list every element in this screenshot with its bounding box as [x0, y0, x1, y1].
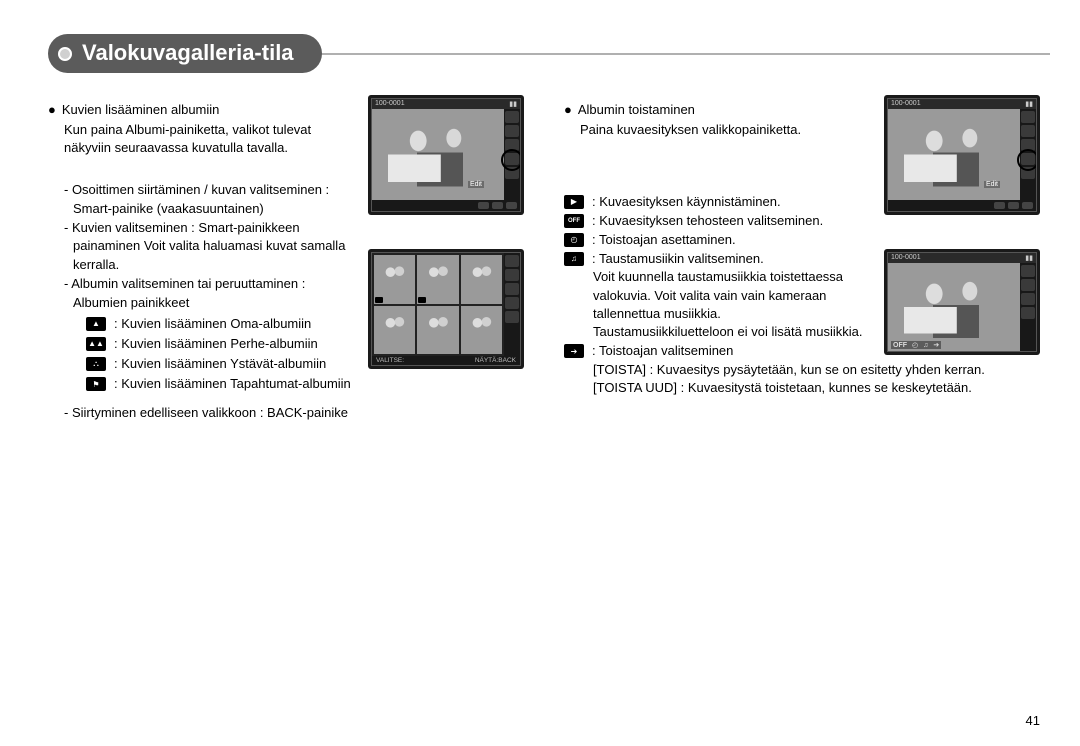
side-icon [505, 153, 519, 165]
page-title: Valokuvagalleria-tila [82, 40, 294, 65]
battery-icon: ▮▮ [1025, 254, 1033, 262]
lcd-file-label: 100-0001 [375, 100, 405, 108]
side-icon [505, 111, 519, 123]
wedding-photo [888, 263, 1020, 351]
title-bar: Valokuvagalleria-tila [48, 34, 1050, 73]
camera-screenshot-play: 100-0001 ▮▮ Edit [884, 95, 1040, 215]
edit-label: Edit [468, 181, 484, 188]
bottom-icon [506, 202, 517, 209]
play-icon: ▶ [564, 195, 584, 209]
repeat-label: : Toistoajan valitseminen [592, 342, 733, 360]
right-heading: Albumin toistaminen [578, 101, 695, 119]
bullet-icon: ● [564, 101, 572, 119]
album-events-label: : Kuvien lisääminen Tapahtumat-albumiin [114, 375, 351, 393]
title-bullet-icon [58, 47, 72, 61]
arrow-mini-icon: ➔ [933, 341, 939, 349]
bottom-icon [492, 202, 503, 209]
repeat-opt1: [TOISTA] : Kuvaesitys pysäytetään, kun s… [564, 361, 1050, 379]
left-column: ● Kuvien lisääminen albumiin Kun paina A… [48, 101, 534, 422]
off-badge: OFF [893, 342, 907, 349]
bullet-icon: ● [48, 101, 56, 119]
title-rule [320, 53, 1050, 55]
page-title-pill: Valokuvagalleria-tila [48, 34, 322, 73]
pair-icon: ▲▲ [86, 337, 106, 351]
edit-label: Edit [984, 181, 1000, 188]
wedding-photo [372, 109, 504, 200]
left-heading: Kuvien lisääminen albumiin [62, 101, 220, 119]
grid-footer-right: NÄYTÄ:BACK [475, 357, 516, 364]
flag-icon: ⚑ [86, 377, 106, 391]
left-sub2-l1: - Kuvien valitseminen : Smart-painikkeen [64, 219, 534, 238]
repeat-opt2: [TOISTA UUD] : Kuvaesitystä toistetaan, … [564, 379, 1050, 397]
arrow-right-icon: ➔ [564, 344, 584, 358]
slideshow-option-bar: OFF ◴ ♫ ➔ [891, 341, 941, 349]
clock-icon: ◴ [564, 233, 584, 247]
left-sub4: - Siirtyminen edelliseen valikkoon : BAC… [64, 404, 534, 423]
camera-screenshot-edit: 100-0001 ▮▮ Edit [368, 95, 524, 215]
battery-icon: ▮▮ [509, 100, 517, 108]
camera-screenshot-slideshow-bar: 100-0001 ▮▮ OFF ◴ ♫ ➔ [884, 249, 1040, 355]
camera-screenshot-grid: VALITSE: NÄYTÄ:BACK [368, 249, 524, 369]
album-friends-label: : Kuvien lisääminen Ystävät-albumiin [114, 355, 326, 373]
grid-footer-left: VALITSE: [376, 357, 404, 364]
lcd-file-label: 100-0001 [891, 254, 921, 262]
album-family-label: : Kuvien lisääminen Perhe-albumiin [114, 335, 318, 353]
side-icon [505, 125, 519, 137]
slideshow-start-label: : Kuvaesityksen käynnistäminen. [592, 193, 781, 211]
off-icon: OFF [564, 214, 584, 228]
slideshow-music-label: : Taustamusiikin valitseminen. [592, 250, 764, 268]
bottom-icon [478, 202, 489, 209]
battery-icon: ▮▮ [1025, 100, 1033, 108]
person-icon: ▲ [86, 317, 106, 331]
highlight-ring-icon [501, 149, 521, 171]
right-column: ● Albumin toistaminen Paina kuvaesitykse… [564, 101, 1050, 422]
wedding-photo [888, 109, 1020, 200]
clock-mini-icon: ◴ [912, 341, 918, 349]
slideshow-effect-label: : Kuvaesityksen tehosteen valitseminen. [592, 212, 823, 230]
group-icon: ⛬ [86, 357, 106, 371]
page-number: 41 [1026, 713, 1040, 728]
slideshow-time-label: : Toistoajan asettaminen. [592, 231, 736, 249]
music-note-icon: ♫ [564, 252, 584, 266]
album-own-label: : Kuvien lisääminen Oma-albumiin [114, 315, 311, 333]
note-mini-icon: ♫ [923, 342, 928, 349]
highlight-ring-icon [1017, 149, 1037, 171]
lcd-file-label: 100-0001 [891, 100, 921, 108]
